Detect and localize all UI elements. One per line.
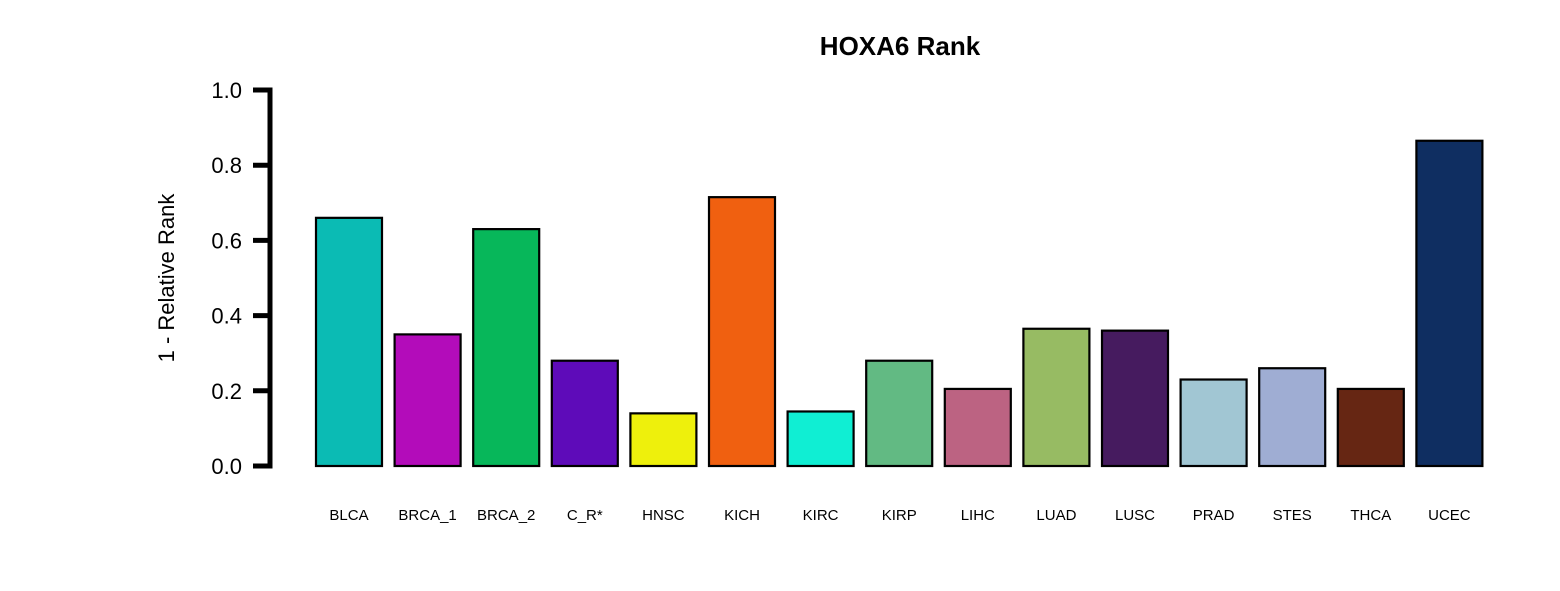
bar-kich	[707, 196, 777, 468]
y-tick-label: 0.2	[211, 379, 242, 404]
x-tick-label: UCEC	[1428, 507, 1471, 524]
y-tick-label: 0.0	[211, 454, 242, 479]
x-tick-label: LUSC	[1115, 507, 1155, 524]
x-tick-label: BRCA_2	[477, 507, 535, 524]
x-tick-label: KICH	[724, 507, 760, 524]
bar-ucec	[1415, 139, 1484, 468]
bar-kirc	[786, 410, 855, 468]
bar-brca-1	[393, 333, 462, 468]
y-tick-label: 0.6	[211, 228, 242, 253]
x-tick-label: KIRC	[803, 507, 839, 524]
bar-lusc	[1100, 329, 1170, 468]
x-tick-label: LUAD	[1036, 507, 1076, 524]
bars-group	[314, 139, 1484, 468]
x-axis-labels: BLCA BRCA_1 BRCA_2 C_R* HNSC KICH KIRC KIRP LIHC…	[329, 507, 1470, 524]
y-axis-label: 1 - Relative Rank	[154, 193, 179, 363]
y-tick-label: 0.8	[211, 153, 242, 178]
x-tick-label: PRAD	[1193, 507, 1235, 524]
y-tick-label: 1.0	[211, 78, 242, 103]
x-tick-label: BLCA	[329, 507, 368, 524]
bar-kirp	[865, 359, 934, 468]
bar-thca	[1336, 387, 1405, 468]
y-tick-label: 0.4	[211, 304, 242, 329]
x-tick-label: BRCA_1	[398, 507, 456, 524]
x-tick-label: LIHC	[961, 507, 995, 524]
bar-c-r	[550, 359, 619, 468]
bar-prad	[1179, 378, 1248, 468]
bar-luad	[1022, 327, 1091, 468]
x-tick-label: KIRP	[882, 507, 917, 524]
x-tick-label: HNSC	[642, 507, 685, 524]
x-tick-label: THCA	[1350, 507, 1391, 524]
bar-hnsc	[629, 412, 698, 468]
chart-title: HOXA6 Rank	[820, 31, 981, 61]
x-tick-label: C_R*	[567, 507, 603, 524]
bar-stes	[1258, 367, 1327, 468]
bar-brca-2	[472, 228, 541, 468]
bar-blca	[314, 216, 384, 468]
bar-lihc	[943, 387, 1012, 468]
y-axis: 0.0 0.2 0.4 0.6 0.8 1.0	[211, 78, 273, 479]
x-tick-label: STES	[1273, 507, 1312, 524]
